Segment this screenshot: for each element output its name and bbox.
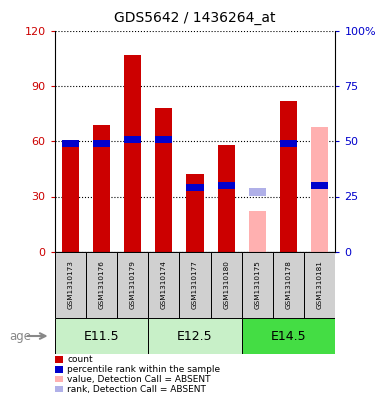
Text: GDS5642 / 1436264_at: GDS5642 / 1436264_at — [114, 11, 276, 25]
Text: count: count — [67, 355, 93, 364]
Text: GSM1310173: GSM1310173 — [67, 261, 73, 309]
Bar — [249, 188, 266, 196]
Text: percentile rank within the sample: percentile rank within the sample — [67, 365, 220, 374]
Bar — [218, 145, 235, 252]
Bar — [311, 127, 328, 252]
Text: value, Detection Call = ABSENT: value, Detection Call = ABSENT — [67, 375, 211, 384]
Bar — [242, 318, 335, 354]
Bar — [218, 182, 235, 189]
Bar — [155, 136, 172, 143]
Bar — [124, 136, 141, 143]
Bar — [249, 211, 266, 252]
Text: age: age — [10, 329, 32, 343]
Bar — [280, 101, 297, 252]
Bar — [186, 184, 204, 191]
Bar — [62, 140, 79, 147]
Bar — [273, 252, 304, 318]
Bar — [93, 125, 110, 252]
Bar — [304, 252, 335, 318]
Text: GSM1310175: GSM1310175 — [254, 261, 261, 309]
Bar — [211, 252, 242, 318]
Bar — [93, 140, 110, 147]
Bar — [148, 252, 179, 318]
Bar — [186, 174, 204, 252]
Bar — [62, 143, 79, 252]
Text: GSM1310177: GSM1310177 — [192, 261, 198, 309]
Bar — [117, 252, 148, 318]
Bar — [86, 252, 117, 318]
Bar — [280, 140, 297, 147]
Text: rank, Detection Call = ABSENT: rank, Detection Call = ABSENT — [67, 385, 206, 393]
Text: GSM1310176: GSM1310176 — [98, 261, 105, 309]
Text: GSM1310178: GSM1310178 — [285, 261, 292, 309]
Bar — [55, 252, 86, 318]
Bar — [242, 252, 273, 318]
Text: GSM1310180: GSM1310180 — [223, 261, 229, 309]
Bar — [148, 318, 242, 354]
Text: GSM1310174: GSM1310174 — [161, 261, 167, 309]
Text: E14.5: E14.5 — [271, 329, 307, 343]
Bar — [124, 55, 141, 252]
Text: GSM1310181: GSM1310181 — [317, 261, 323, 309]
Bar — [155, 108, 172, 252]
Bar — [311, 182, 328, 189]
Bar — [55, 318, 148, 354]
Text: E12.5: E12.5 — [177, 329, 213, 343]
Bar — [179, 252, 211, 318]
Text: GSM1310179: GSM1310179 — [129, 261, 136, 309]
Text: E11.5: E11.5 — [83, 329, 119, 343]
